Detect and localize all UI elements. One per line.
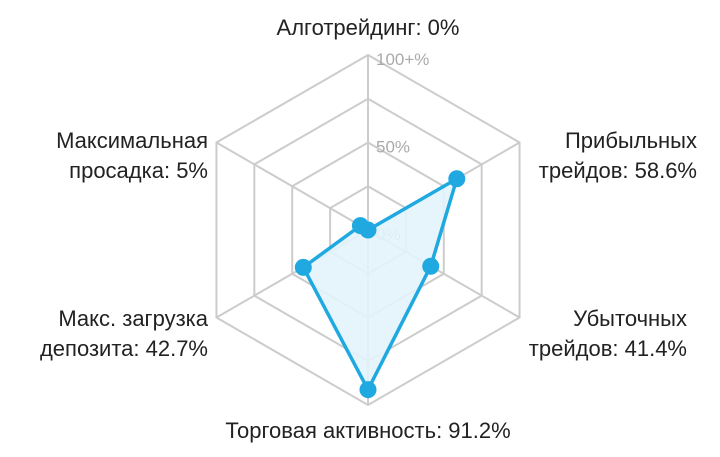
- label-max-drawdown: Максимальная просадка: 5%: [56, 128, 208, 183]
- data-point: [359, 381, 377, 399]
- radar-series: [294, 170, 466, 399]
- tick-label: 50%: [376, 138, 410, 157]
- data-point: [294, 258, 312, 276]
- label-trading-activity: Торговая активность: 91.2%: [225, 418, 510, 443]
- label-max-deposit-load: Макс. загрузка депозита: 42.7%: [40, 306, 209, 361]
- data-point: [422, 257, 440, 275]
- radar-category-labels: Алготрейдинг: 0% Прибыльных трейдов: 58.6%…: [40, 15, 697, 443]
- series-area: [301, 176, 459, 392]
- label-profitable-trades: Прибыльных трейдов: 58.6%: [539, 128, 697, 183]
- label-algotrading: Алготрейдинг: 0%: [277, 15, 460, 40]
- data-point: [448, 170, 466, 188]
- tick-label: 100+%: [376, 50, 429, 69]
- data-point: [351, 217, 369, 235]
- label-losing-trades: Убыточных трейдов: 41.4%: [529, 306, 687, 361]
- grid-spoke: [215, 141, 369, 231]
